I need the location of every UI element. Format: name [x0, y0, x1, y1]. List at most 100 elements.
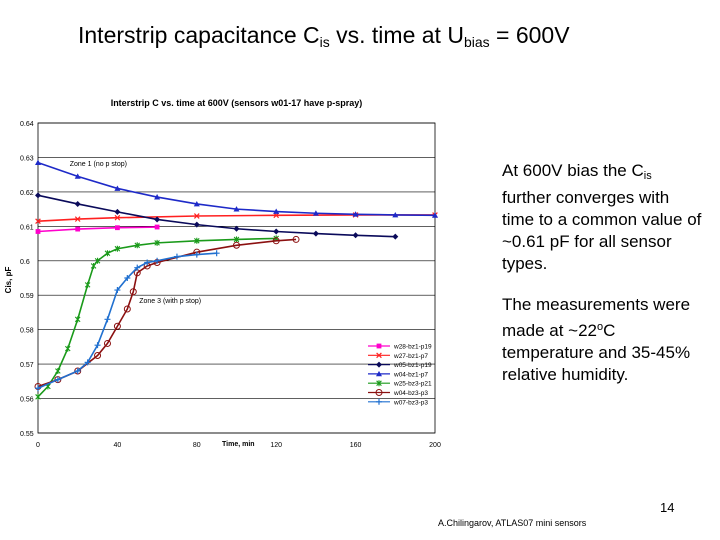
legend-label: w07-bz3-p3 [393, 399, 428, 406]
data-point [74, 216, 81, 222]
chart-annotation: Zone 3 (with p stop) [139, 298, 201, 305]
data-point [74, 368, 81, 374]
data-point [115, 225, 120, 231]
data-point [233, 225, 240, 232]
data-point [193, 221, 200, 228]
x-tick-label: 120 [270, 442, 282, 449]
data-point [134, 264, 141, 271]
x-tick-label: 160 [350, 442, 362, 449]
legend-marker [376, 343, 382, 349]
y-tick-label: 0.62 [20, 190, 34, 197]
data-point [114, 208, 121, 215]
measurement-conditions-note: The measurements were made at ~22oC temp… [502, 295, 691, 384]
x-tick-label: 0 [36, 442, 40, 449]
data-point [154, 224, 160, 230]
x-tick-label: 200 [429, 442, 441, 449]
data-point [193, 213, 200, 219]
series-line [37, 226, 158, 233]
data-point [213, 250, 220, 257]
legend-label: w27-bz1-p7 [393, 353, 428, 360]
data-point [272, 237, 280, 245]
data-point [173, 253, 180, 260]
data-point [233, 236, 240, 243]
y-tick-label: 0.6 [20, 259, 30, 266]
chart-title: Interstrip C vs. time at 600V (sensors w… [111, 98, 363, 108]
data-point [104, 316, 111, 323]
legend-marker [376, 352, 382, 359]
data-point [392, 233, 399, 240]
y-tick-label: 0.59 [20, 293, 34, 300]
series-line [37, 252, 217, 389]
series-line [37, 238, 297, 388]
data-point [193, 251, 200, 258]
data-point [144, 259, 151, 266]
convergence-note: At 600V bias the Cis further converges w… [502, 161, 702, 273]
data-point [392, 211, 399, 218]
data-point [64, 345, 71, 352]
x-axis-label: Time, min [222, 441, 255, 448]
series-line [37, 214, 435, 222]
data-point [193, 200, 200, 207]
y-axis-label: Cis, pF [4, 267, 13, 294]
data-point [124, 275, 131, 281]
data-point [114, 287, 121, 294]
y-tick-label: 0.56 [20, 397, 34, 404]
page-number: 14 [660, 500, 675, 515]
data-point [312, 210, 319, 216]
data-point [154, 239, 160, 246]
data-point [233, 241, 240, 249]
data-point [94, 342, 101, 349]
series-line [37, 194, 396, 238]
data-point [35, 229, 41, 234]
data-point [35, 218, 41, 224]
data-point [129, 288, 137, 296]
data-point [74, 173, 81, 179]
data-point [103, 339, 111, 347]
footer-credit: A.Chilingarov, ATLAS07 mini sensors [438, 518, 587, 528]
data-point [74, 200, 81, 207]
data-point [113, 322, 121, 330]
chart-annotation: Zone 1 (no p stop) [70, 161, 127, 168]
y-tick-label: 0.63 [20, 155, 34, 162]
data-point [104, 250, 111, 257]
y-tick-label: 0.58 [20, 328, 34, 335]
data-point [154, 194, 161, 200]
legend-marker [376, 380, 382, 387]
data-point [94, 257, 101, 264]
legend-label: w25-bz3-p21 [393, 381, 432, 388]
data-point [123, 305, 131, 313]
data-point [154, 257, 161, 264]
data-point [35, 393, 41, 400]
y-tick-label: 0.55 [20, 431, 34, 438]
data-point [432, 212, 438, 218]
y-tick-label: 0.57 [20, 362, 34, 369]
y-tick-label: 0.64 [20, 121, 34, 128]
data-point [114, 245, 121, 252]
data-point [312, 230, 319, 237]
data-point [74, 316, 81, 323]
legend-marker [375, 389, 383, 396]
legend-label: w04-bz3-p3 [393, 390, 428, 397]
data-point [35, 192, 41, 199]
data-point [35, 159, 41, 166]
data-point [154, 216, 161, 223]
legend-marker [376, 361, 382, 368]
x-tick-label: 40 [114, 442, 122, 449]
data-point [84, 281, 91, 288]
data-point [352, 211, 359, 217]
legend-label: w05-bz1-p19 [393, 362, 432, 369]
data-point [54, 376, 61, 383]
data-point [352, 232, 359, 239]
legend-marker [376, 398, 382, 405]
data-point [194, 237, 200, 244]
slide-title: Interstrip capacitance Cis vs. time at U… [78, 22, 570, 50]
legend-label: w28-bz1-p19 [393, 344, 432, 351]
data-point [273, 208, 280, 214]
legend-label: w04-bz1-p7 [393, 371, 428, 378]
data-point [134, 242, 141, 249]
data-point [233, 206, 240, 212]
data-point [273, 228, 280, 235]
data-point [94, 352, 102, 359]
data-point [55, 368, 61, 374]
x-tick-label: 80 [193, 442, 201, 449]
